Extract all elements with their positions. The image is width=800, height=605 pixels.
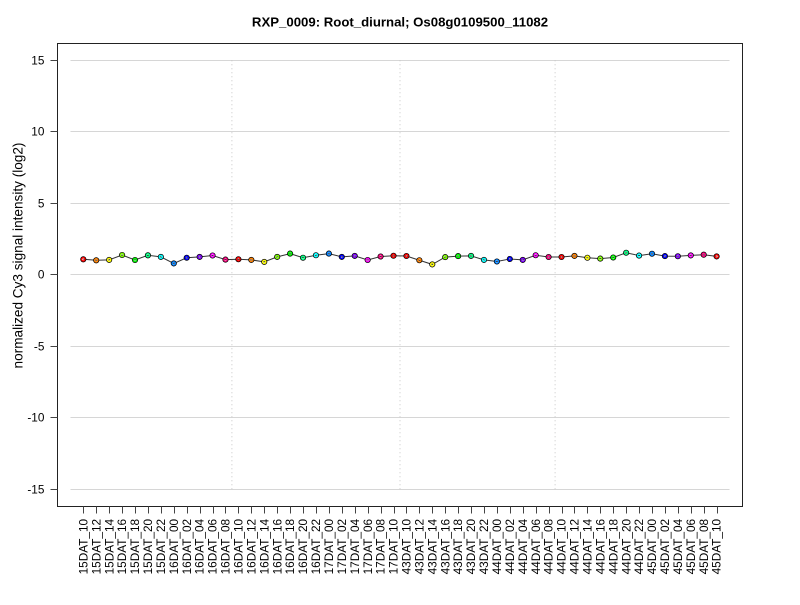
- svg-text:44DAT_00: 44DAT_00: [490, 518, 504, 574]
- svg-text:44DAT_22: 44DAT_22: [632, 519, 646, 575]
- svg-text:-15: -15: [27, 483, 44, 497]
- svg-text:17DAT_00: 17DAT_00: [322, 518, 336, 574]
- svg-text:45DAT_02: 45DAT_02: [658, 519, 672, 575]
- svg-text:44DAT_12: 44DAT_12: [568, 519, 582, 575]
- svg-text:15DAT_16: 15DAT_16: [115, 518, 129, 574]
- svg-text:43DAT_20: 43DAT_20: [464, 518, 478, 574]
- svg-text:43DAT_16: 43DAT_16: [438, 518, 452, 574]
- svg-text:44DAT_04: 44DAT_04: [516, 518, 530, 574]
- svg-text:45DAT_00: 45DAT_00: [645, 518, 659, 574]
- svg-text:45DAT_10: 45DAT_10: [710, 518, 724, 574]
- svg-text:17DAT_10: 17DAT_10: [387, 518, 401, 574]
- svg-text:43DAT_22: 43DAT_22: [477, 519, 491, 575]
- svg-text:44DAT_18: 44DAT_18: [606, 518, 620, 574]
- svg-text:45DAT_06: 45DAT_06: [684, 518, 698, 574]
- svg-text:normalized Cy3 signal intensit: normalized Cy3 signal intensity (log2): [10, 143, 25, 369]
- svg-text:-10: -10: [27, 411, 44, 425]
- svg-text:45DAT_08: 45DAT_08: [697, 518, 711, 574]
- svg-text:17DAT_08: 17DAT_08: [374, 518, 388, 574]
- svg-text:44DAT_06: 44DAT_06: [529, 518, 543, 574]
- svg-text:44DAT_20: 44DAT_20: [619, 518, 633, 574]
- svg-text:15DAT_18: 15DAT_18: [128, 518, 142, 574]
- svg-text:16DAT_20: 16DAT_20: [296, 518, 310, 574]
- svg-text:16DAT_18: 16DAT_18: [283, 518, 297, 574]
- svg-text:16DAT_10: 16DAT_10: [232, 518, 246, 574]
- svg-text:17DAT_02: 17DAT_02: [335, 519, 349, 575]
- svg-text:16DAT_00: 16DAT_00: [167, 518, 181, 574]
- svg-text:16DAT_12: 16DAT_12: [244, 519, 258, 575]
- svg-text:16DAT_06: 16DAT_06: [206, 518, 220, 574]
- svg-text:16DAT_22: 16DAT_22: [309, 519, 323, 575]
- svg-text:45DAT_04: 45DAT_04: [671, 518, 685, 574]
- svg-text:17DAT_04: 17DAT_04: [348, 518, 362, 574]
- svg-text:44DAT_16: 44DAT_16: [593, 518, 607, 574]
- svg-text:44DAT_02: 44DAT_02: [503, 519, 517, 575]
- svg-text:15DAT_20: 15DAT_20: [141, 518, 155, 574]
- svg-text:15DAT_10: 15DAT_10: [76, 518, 90, 574]
- svg-text:15DAT_12: 15DAT_12: [89, 519, 103, 575]
- svg-text:15DAT_22: 15DAT_22: [154, 519, 168, 575]
- svg-text:10: 10: [31, 125, 45, 139]
- svg-text:16DAT_14: 16DAT_14: [257, 518, 271, 574]
- svg-text:17DAT_06: 17DAT_06: [361, 518, 375, 574]
- svg-text:5: 5: [38, 197, 45, 211]
- svg-text:43DAT_14: 43DAT_14: [425, 518, 439, 574]
- svg-text:15DAT_14: 15DAT_14: [102, 518, 116, 574]
- svg-text:43DAT_10: 43DAT_10: [400, 518, 414, 574]
- svg-text:0: 0: [38, 268, 45, 282]
- svg-text:16DAT_08: 16DAT_08: [219, 518, 233, 574]
- svg-text:44DAT_14: 44DAT_14: [580, 518, 594, 574]
- svg-text:16DAT_02: 16DAT_02: [180, 519, 194, 575]
- svg-text:RXP_0009: Root_diurnal; Os08g0: RXP_0009: Root_diurnal; Os08g0109500_110…: [252, 15, 548, 30]
- svg-text:16DAT_04: 16DAT_04: [193, 518, 207, 574]
- svg-text:15: 15: [31, 54, 45, 68]
- svg-text:43DAT_18: 43DAT_18: [451, 518, 465, 574]
- svg-text:16DAT_16: 16DAT_16: [270, 518, 284, 574]
- svg-text:44DAT_10: 44DAT_10: [555, 518, 569, 574]
- svg-text:-5: -5: [34, 340, 45, 354]
- svg-text:44DAT_08: 44DAT_08: [542, 518, 556, 574]
- svg-text:43DAT_12: 43DAT_12: [412, 519, 426, 575]
